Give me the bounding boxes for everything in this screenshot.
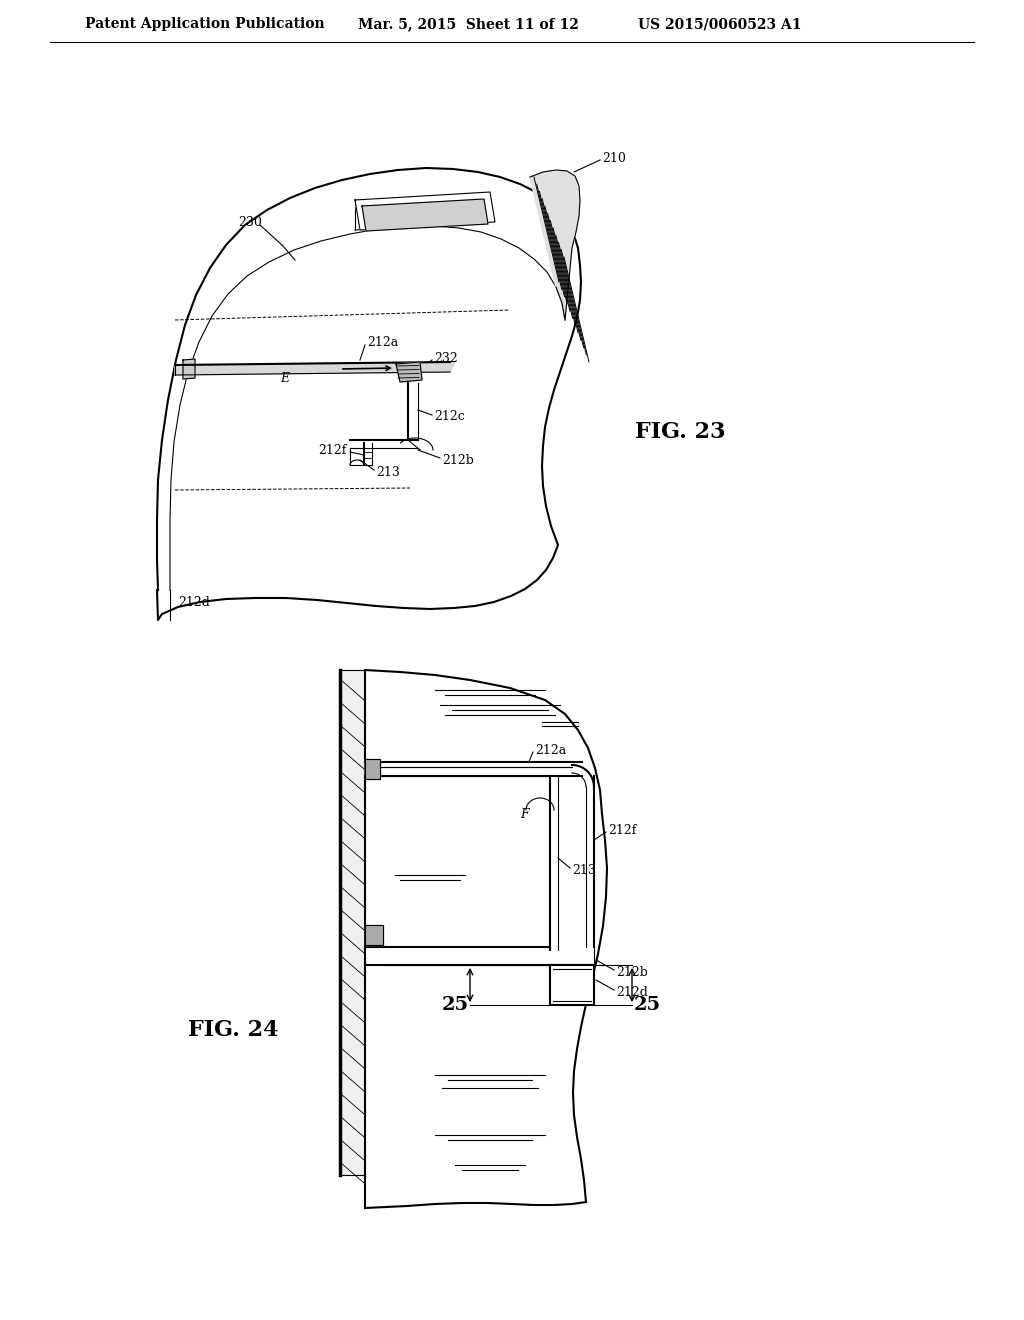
Text: Patent Application Publication: Patent Application Publication <box>85 17 325 30</box>
Text: 232: 232 <box>434 351 458 364</box>
Polygon shape <box>355 191 495 230</box>
Text: 25: 25 <box>634 997 660 1014</box>
Polygon shape <box>530 170 580 319</box>
Text: FIG. 24: FIG. 24 <box>188 1019 279 1041</box>
Text: 210: 210 <box>602 152 626 165</box>
Text: 212f: 212f <box>318 444 346 457</box>
Polygon shape <box>362 199 488 231</box>
Text: 212f: 212f <box>608 824 636 837</box>
Polygon shape <box>365 762 582 776</box>
Text: 212d: 212d <box>616 986 648 998</box>
Text: US 2015/0060523 A1: US 2015/0060523 A1 <box>638 17 802 30</box>
Polygon shape <box>157 168 581 620</box>
Text: 212d: 212d <box>178 595 210 609</box>
Text: Mar. 5, 2015  Sheet 11 of 12: Mar. 5, 2015 Sheet 11 of 12 <box>358 17 579 30</box>
Text: E: E <box>280 371 289 384</box>
Text: 212a: 212a <box>367 335 398 348</box>
Polygon shape <box>175 362 455 375</box>
Text: 213: 213 <box>572 863 596 876</box>
Polygon shape <box>550 965 594 1005</box>
Polygon shape <box>183 359 195 379</box>
Text: 212b: 212b <box>442 454 474 466</box>
Text: 212a: 212a <box>535 743 566 756</box>
Text: FIG. 23: FIG. 23 <box>635 421 725 444</box>
Polygon shape <box>340 671 365 1175</box>
Text: 212b: 212b <box>616 965 648 978</box>
Polygon shape <box>365 925 383 945</box>
Text: 212c: 212c <box>434 411 465 424</box>
Polygon shape <box>365 759 380 779</box>
Text: F: F <box>520 808 528 821</box>
Polygon shape <box>396 362 422 381</box>
Text: 213: 213 <box>376 466 400 479</box>
Text: 230: 230 <box>238 215 262 228</box>
Text: 25: 25 <box>441 997 469 1014</box>
